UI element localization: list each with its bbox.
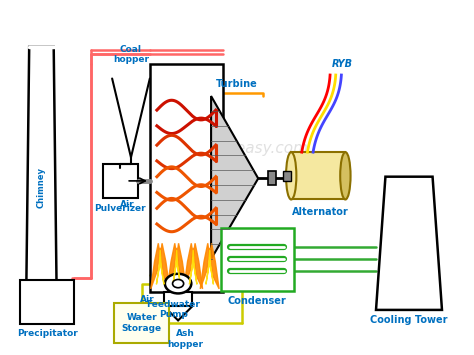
Ellipse shape bbox=[286, 152, 296, 200]
Text: Chimney: Chimney bbox=[37, 167, 46, 208]
Text: electricaleasy.com: electricaleasy.com bbox=[166, 141, 308, 156]
Text: Feedwater
Pump: Feedwater Pump bbox=[146, 300, 201, 319]
Polygon shape bbox=[376, 177, 442, 310]
Text: Turbine: Turbine bbox=[216, 79, 258, 89]
Polygon shape bbox=[184, 243, 202, 289]
Text: Air: Air bbox=[140, 295, 155, 304]
Bar bbox=[291, 152, 346, 200]
Polygon shape bbox=[200, 243, 219, 289]
Polygon shape bbox=[173, 250, 181, 284]
Polygon shape bbox=[151, 243, 170, 289]
Polygon shape bbox=[206, 250, 213, 284]
Bar bbox=[268, 171, 276, 185]
Polygon shape bbox=[167, 243, 186, 289]
Text: RYB: RYB bbox=[332, 60, 353, 70]
Text: Water
Storage: Water Storage bbox=[121, 313, 162, 333]
Text: Cooling Tower: Cooling Tower bbox=[370, 316, 448, 326]
Polygon shape bbox=[26, 47, 57, 303]
Bar bbox=[164, 293, 192, 306]
Text: Alternator: Alternator bbox=[292, 207, 349, 217]
Text: Precipitator: Precipitator bbox=[17, 329, 78, 338]
Circle shape bbox=[173, 279, 183, 288]
Polygon shape bbox=[190, 250, 197, 284]
Bar bbox=[220, 228, 293, 291]
Text: Coal
hopper: Coal hopper bbox=[113, 45, 149, 65]
Bar bbox=[283, 170, 291, 181]
Bar bbox=[115, 303, 169, 343]
Bar bbox=[150, 65, 223, 293]
Bar bbox=[103, 164, 138, 198]
Text: Pulverizer: Pulverizer bbox=[94, 204, 146, 213]
Text: Air: Air bbox=[120, 200, 135, 209]
Ellipse shape bbox=[340, 152, 351, 200]
Polygon shape bbox=[156, 250, 164, 284]
Text: Ash
hopper: Ash hopper bbox=[167, 329, 203, 349]
Circle shape bbox=[165, 274, 191, 294]
Bar bbox=[20, 280, 74, 324]
Polygon shape bbox=[211, 96, 258, 259]
Text: Condenser: Condenser bbox=[228, 296, 286, 306]
